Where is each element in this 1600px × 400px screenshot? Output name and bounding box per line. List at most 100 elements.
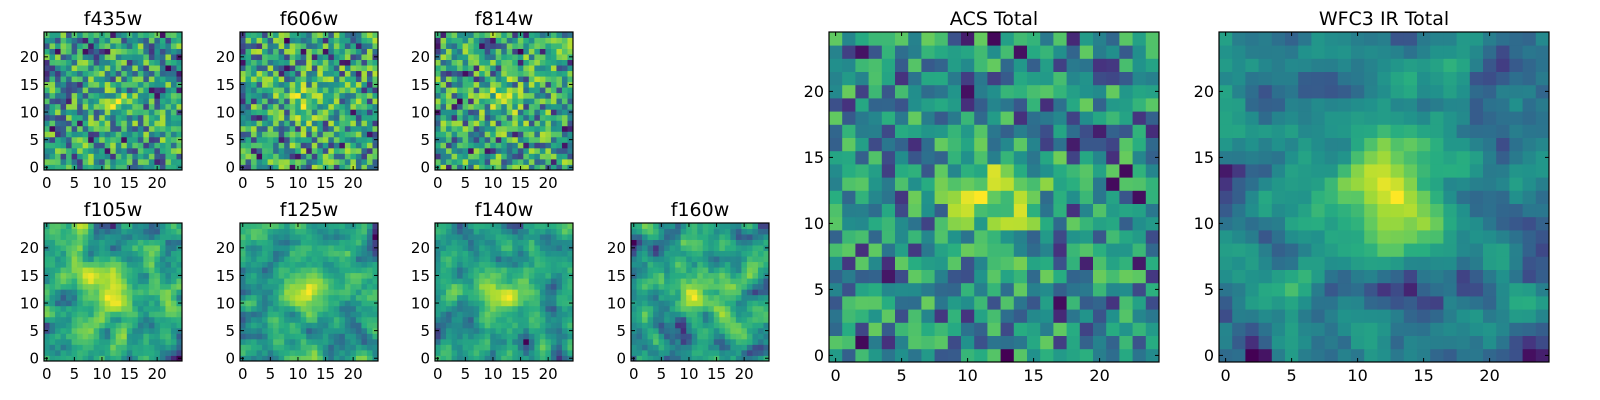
pixel-cell <box>333 333 340 340</box>
pixel-cell <box>240 250 246 257</box>
pixel-cell <box>284 300 291 307</box>
pixel-cell <box>137 87 144 94</box>
pixel-cell <box>506 316 513 323</box>
pixel-cell <box>49 114 56 121</box>
pixel-cell <box>523 158 530 165</box>
pixel-cell <box>855 269 869 284</box>
pixel-cell <box>934 309 949 323</box>
pixel-cell <box>300 87 307 94</box>
pixel-cell <box>506 349 513 356</box>
pixel-cell <box>77 223 84 229</box>
pixel-cell <box>137 37 144 44</box>
pixel-cell <box>457 147 463 154</box>
pixel-cell <box>934 243 949 257</box>
pixel-cell <box>165 48 172 55</box>
pixel-cell <box>328 81 335 88</box>
pixel-cell <box>653 272 659 279</box>
pixel-cell <box>317 125 324 132</box>
pixel-cell <box>154 98 161 105</box>
pixel-cell <box>344 81 351 88</box>
pixel-cell <box>251 327 257 334</box>
pixel-cell <box>1132 230 1147 244</box>
pixel-cell <box>523 338 530 345</box>
pixel-cell <box>55 147 61 154</box>
pixel-cell <box>176 87 183 94</box>
pixel-cell <box>658 234 665 240</box>
pixel-cell <box>306 234 313 240</box>
panel-f814w-frame <box>434 31 574 171</box>
pixel-cell <box>176 76 183 83</box>
pixel-cell <box>724 261 731 268</box>
x-tick-label: 0 <box>238 174 248 192</box>
pixel-cell <box>115 272 122 279</box>
pixel-cell <box>636 305 643 312</box>
pixel-cell <box>366 164 373 171</box>
pixel-cell <box>1040 296 1054 310</box>
pixel-cell <box>273 355 280 362</box>
pixel-cell <box>126 228 133 235</box>
pixel-cell <box>757 223 764 229</box>
pixel-cell <box>735 333 742 340</box>
pixel-cell <box>165 98 172 105</box>
pixel-cell <box>93 267 100 274</box>
pixel-cell <box>333 355 340 362</box>
pixel-cell <box>468 267 475 274</box>
pixel-cell <box>528 322 535 329</box>
pixel-cell <box>669 322 676 329</box>
pixel-cell <box>121 300 128 307</box>
pixel-cell <box>653 261 659 268</box>
pixel-cell <box>240 103 246 110</box>
pixel-cell <box>451 125 458 132</box>
pixel-cell <box>251 267 257 274</box>
pixel-cell <box>567 316 574 323</box>
pixel-cell <box>440 103 447 110</box>
pixel-cell <box>355 37 362 44</box>
pixel-cell <box>88 300 95 307</box>
pixel-cell <box>757 300 764 307</box>
pixel-cell <box>176 153 183 160</box>
pixel-cell <box>350 54 357 60</box>
pixel-cell <box>170 92 177 99</box>
pixel-cell <box>88 147 95 154</box>
pixel-cell <box>523 245 530 251</box>
pixel-cell <box>1053 282 1067 297</box>
pixel-cell <box>251 131 257 138</box>
pixel-cell <box>99 98 106 105</box>
x-tick-label: 15 <box>316 174 335 192</box>
pixel-cell <box>484 125 491 132</box>
pixel-cell <box>435 289 441 296</box>
pixel-cell <box>284 48 291 55</box>
pixel-cell <box>691 261 698 268</box>
pixel-cell <box>132 147 139 154</box>
pixel-cell <box>735 283 742 290</box>
pixel-cell <box>137 92 144 99</box>
pixel-cell <box>99 59 106 66</box>
pixel-cell <box>262 250 268 257</box>
pixel-cell <box>545 333 552 340</box>
pixel-cell <box>333 59 340 66</box>
pixel-cell <box>115 278 122 285</box>
pixel-cell <box>355 344 362 351</box>
pixel-cell <box>730 250 737 257</box>
pixel-cell <box>501 92 508 99</box>
pixel-cell <box>1013 243 1028 257</box>
x-tick-label: 15 <box>120 365 139 383</box>
pixel-cell <box>278 114 285 121</box>
pixel-cell <box>473 294 480 301</box>
pixel-cell <box>143 338 150 345</box>
pixel-cell <box>170 37 177 44</box>
pixel-cell <box>328 109 335 116</box>
pixel-cell <box>446 250 452 257</box>
pixel-cell <box>256 239 263 246</box>
pixel-cell <box>1079 309 1094 323</box>
pixel-cell <box>322 59 329 66</box>
pixel-cell <box>757 305 764 312</box>
pixel-cell <box>457 223 463 229</box>
pixel-cell <box>82 267 89 274</box>
pixel-cell <box>462 300 469 307</box>
pixel-cell <box>468 37 475 44</box>
pixel-cell <box>273 81 280 88</box>
pixel-cell <box>934 335 949 350</box>
pixel-cell <box>647 349 654 356</box>
